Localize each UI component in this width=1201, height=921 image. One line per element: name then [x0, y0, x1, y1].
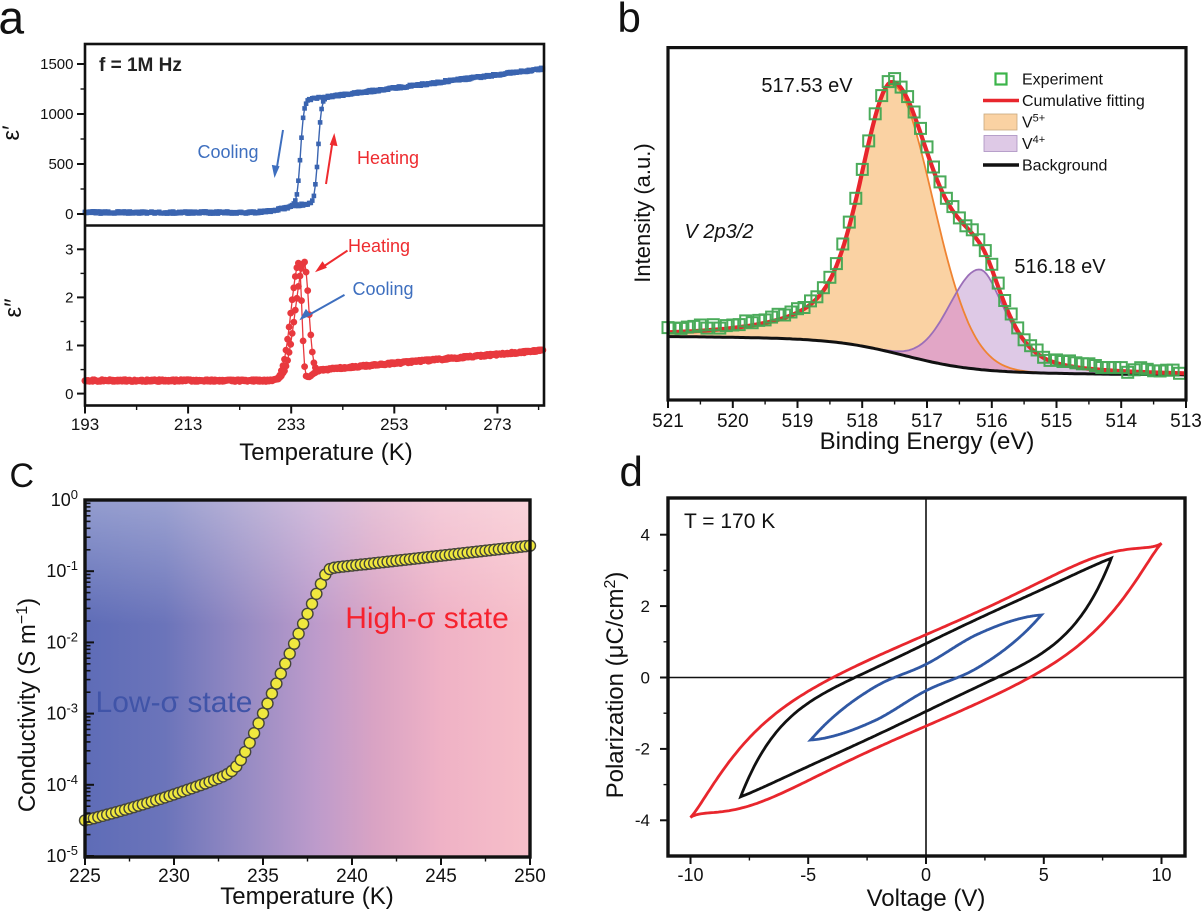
svg-text:2: 2 — [65, 290, 73, 307]
svg-text:Conductivity (S m−1): Conductivity (S m−1) — [14, 598, 41, 812]
svg-text:517.53 eV: 517.53 eV — [761, 75, 853, 97]
svg-text:ε″: ε″ — [0, 298, 27, 318]
svg-text:Intensity (a.u.): Intensity (a.u.) — [630, 143, 655, 282]
svg-text:4: 4 — [641, 526, 650, 545]
svg-text:518: 518 — [846, 411, 878, 432]
svg-text:High-σ state: High-σ state — [345, 602, 509, 635]
svg-text:233: 233 — [277, 415, 305, 434]
svg-text:3: 3 — [65, 242, 73, 259]
svg-text:0: 0 — [921, 865, 931, 885]
svg-text:Cooling: Cooling — [352, 279, 413, 299]
svg-text:a: a — [0, 0, 25, 44]
svg-text:513: 513 — [1170, 411, 1201, 432]
svg-text:d: d — [620, 448, 643, 495]
svg-text:273: 273 — [483, 415, 511, 434]
svg-text:1000: 1000 — [40, 106, 73, 123]
svg-text:Cumulative fitting: Cumulative fitting — [1022, 93, 1145, 110]
svg-text:520: 520 — [717, 411, 749, 432]
svg-text:V 2p3/2: V 2p3/2 — [685, 221, 754, 243]
svg-text:5: 5 — [1039, 865, 1049, 885]
svg-text:-10: -10 — [677, 865, 703, 885]
svg-text:517: 517 — [911, 411, 943, 432]
svg-text:Temperature (K): Temperature (K) — [220, 883, 393, 910]
svg-text:Heating: Heating — [357, 148, 419, 168]
svg-text:0: 0 — [65, 206, 73, 223]
svg-text:C: C — [10, 457, 35, 495]
svg-text:10: 10 — [1151, 865, 1171, 885]
svg-text:ε′: ε′ — [0, 125, 25, 141]
svg-text:Heating: Heating — [348, 236, 410, 256]
svg-text:235: 235 — [247, 866, 279, 887]
svg-text:-2: -2 — [635, 740, 650, 759]
svg-text:240: 240 — [336, 866, 368, 887]
svg-text:516: 516 — [976, 411, 1008, 432]
svg-text:516.18 eV: 516.18 eV — [1014, 256, 1106, 278]
svg-text:519: 519 — [782, 411, 814, 432]
svg-text:0: 0 — [641, 668, 650, 687]
svg-text:Polarization (μC/cm2): Polarization (μC/cm2) — [602, 572, 629, 799]
svg-text:225: 225 — [69, 866, 101, 887]
svg-text:Cooling: Cooling — [197, 142, 258, 162]
svg-text:0: 0 — [65, 386, 73, 403]
svg-text:-4: -4 — [635, 811, 650, 830]
svg-text:521: 521 — [652, 411, 684, 432]
svg-text:250: 250 — [514, 866, 546, 887]
svg-text:2: 2 — [641, 597, 650, 616]
svg-text:Temperature (K): Temperature (K) — [239, 439, 412, 466]
svg-text:230: 230 — [158, 866, 190, 887]
svg-text:253: 253 — [380, 415, 408, 434]
svg-text:Voltage (V): Voltage (V) — [867, 885, 986, 912]
svg-text:Experiment: Experiment — [1022, 72, 1103, 89]
svg-text:213: 213 — [174, 415, 202, 434]
svg-text:1500: 1500 — [40, 56, 73, 73]
svg-text:245: 245 — [425, 866, 457, 887]
svg-text:1: 1 — [65, 338, 73, 355]
svg-text:Binding Energy (eV): Binding Energy (eV) — [820, 428, 1035, 455]
svg-text:500: 500 — [48, 156, 73, 173]
svg-text:T = 170 K: T = 170 K — [684, 510, 775, 533]
svg-text:514: 514 — [1105, 411, 1137, 432]
svg-text:193: 193 — [71, 415, 99, 434]
svg-text:-5: -5 — [800, 865, 816, 885]
svg-text:515: 515 — [1041, 411, 1073, 432]
svg-text:Background: Background — [1022, 158, 1107, 175]
svg-text:Low-σ state: Low-σ state — [96, 686, 253, 719]
svg-text:b: b — [618, 0, 641, 41]
svg-text:f = 1M Hz: f = 1M Hz — [99, 55, 182, 76]
